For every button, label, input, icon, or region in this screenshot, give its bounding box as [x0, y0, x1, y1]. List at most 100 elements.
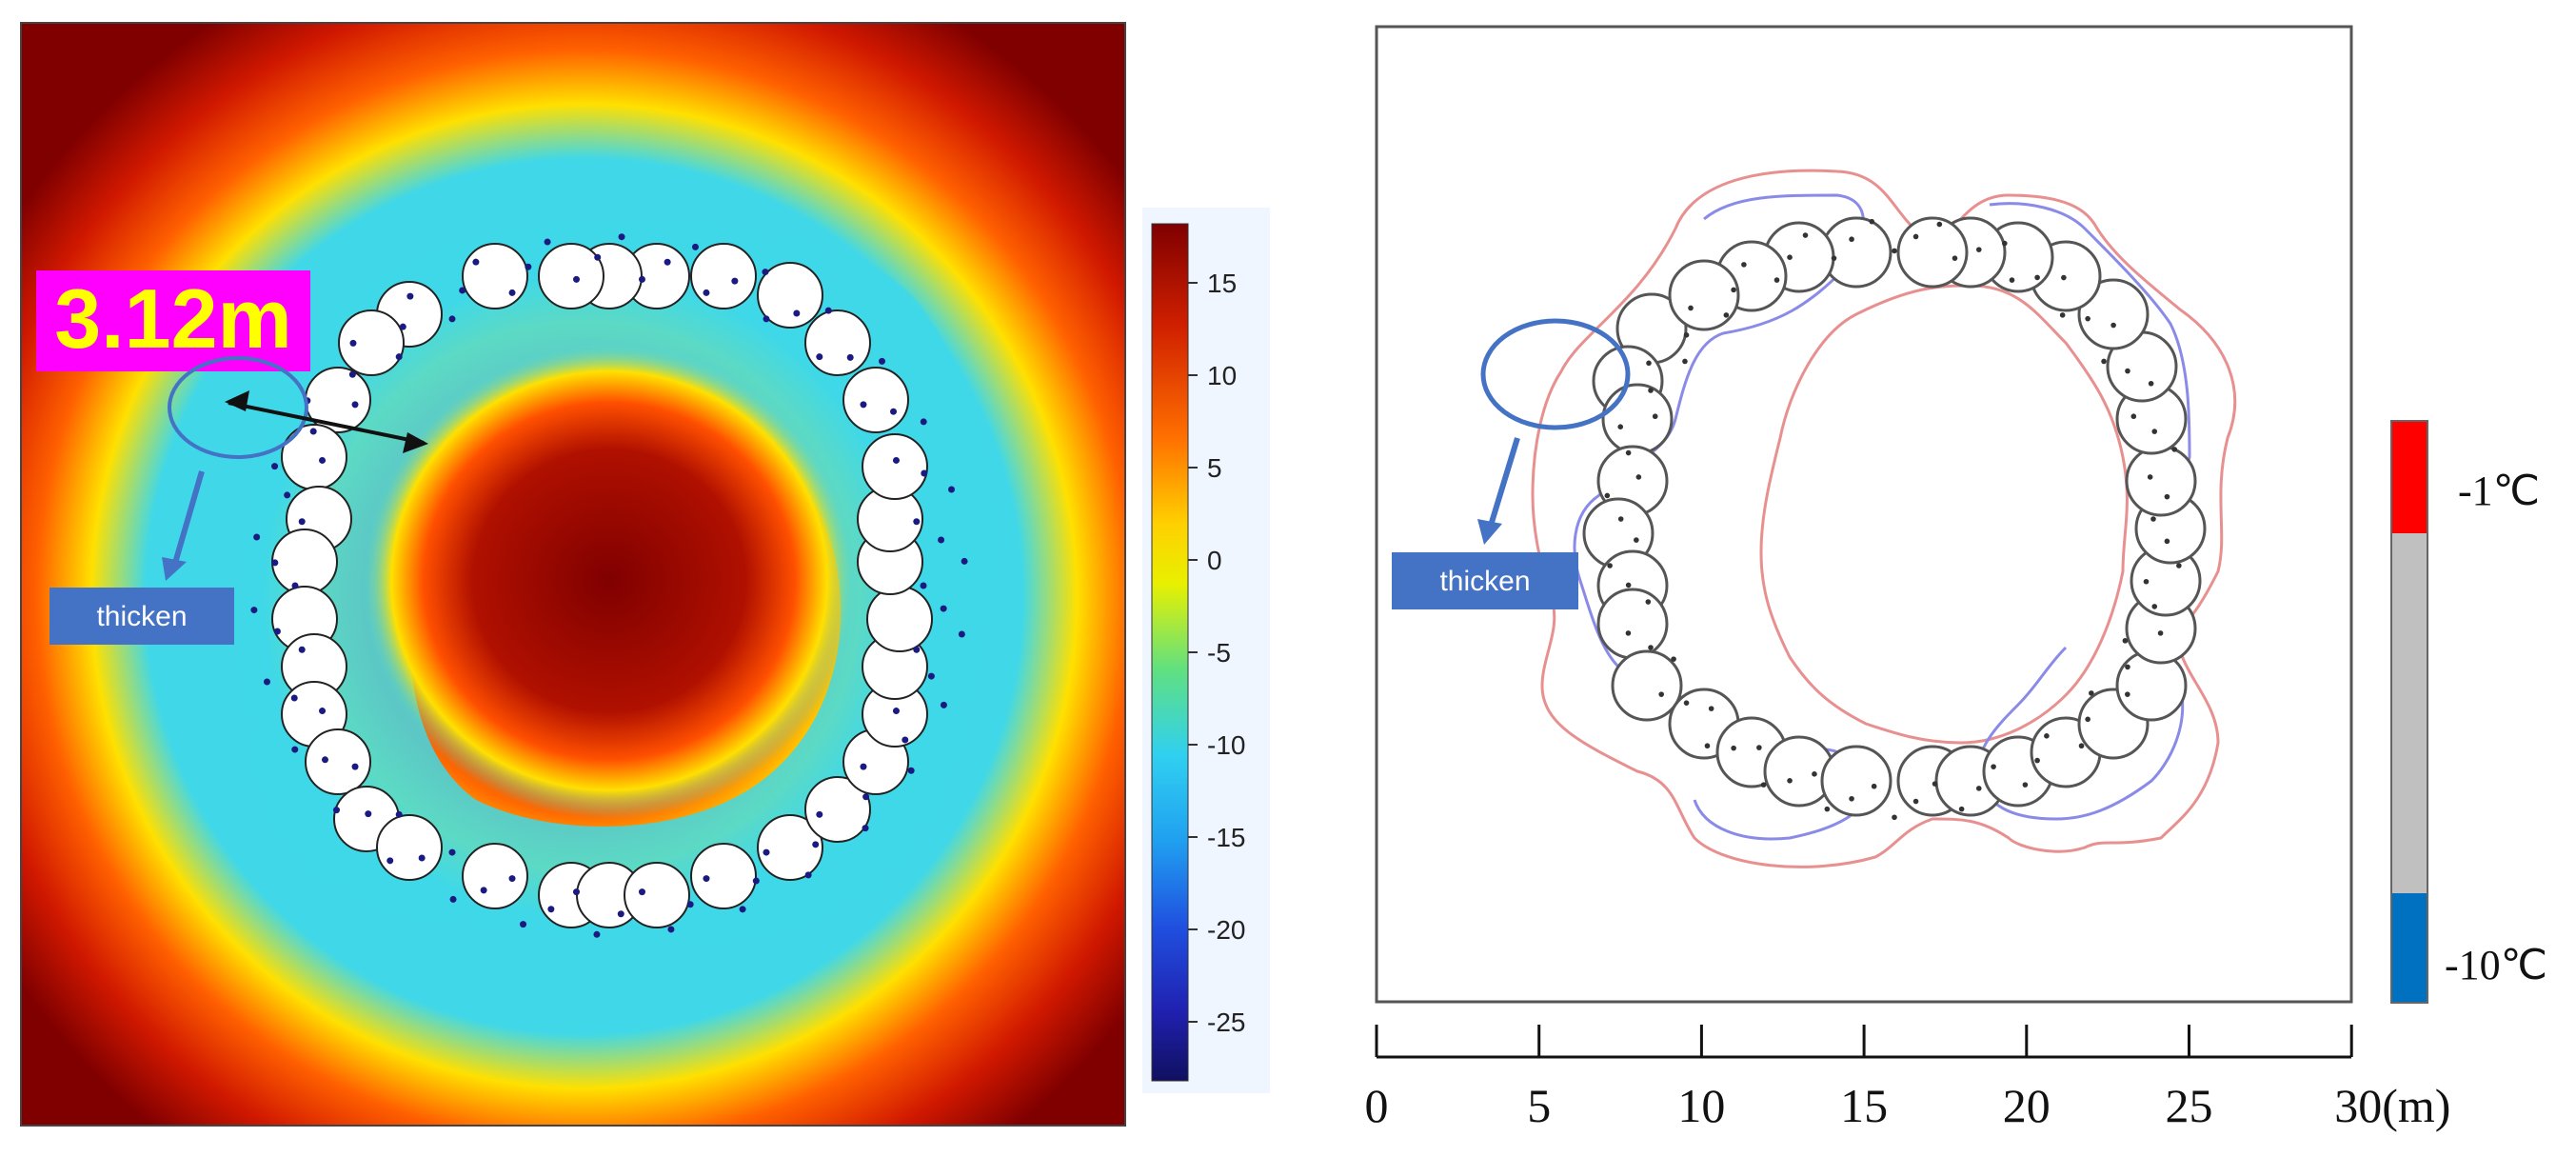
contour-dot	[1952, 255, 1958, 261]
freezing-pipe	[338, 309, 405, 376]
colorbar-tick-label: -5	[1207, 638, 1231, 668]
freezing-pipe	[690, 843, 757, 909]
freeze-dot	[508, 875, 516, 883]
legend-top-label: -1℃	[2458, 468, 2540, 514]
freeze-dot	[804, 871, 812, 879]
contour-dot	[1648, 645, 1654, 650]
callout-arrow-left-head	[162, 557, 187, 581]
contour-pipe	[1596, 588, 1669, 660]
callout-label-left: thicken	[96, 601, 187, 632]
contour-pipe	[1896, 216, 1969, 289]
contour-dot	[1932, 781, 1938, 787]
freeze-dot	[321, 756, 328, 764]
freeze-dot	[902, 736, 909, 744]
freeze-dot	[351, 401, 359, 409]
freezing-pipe	[866, 586, 933, 652]
measurement-arrow-head-right	[403, 432, 428, 453]
contour-inner-red	[1759, 284, 2129, 745]
legend-bottom-label: -10℃	[2445, 942, 2547, 988]
freeze-dot	[250, 607, 258, 614]
freeze-dot	[948, 486, 956, 493]
contour-dot	[2148, 380, 2154, 387]
contour-dot	[2125, 691, 2130, 697]
freeze-dot	[913, 646, 921, 653]
measurement-arrow	[228, 401, 425, 445]
freeze-dot	[638, 888, 645, 896]
freeze-dot	[459, 287, 466, 294]
contour-dot	[1704, 743, 1711, 749]
freeze-dot	[920, 418, 927, 426]
freeze-dot	[860, 401, 867, 409]
freeze-dot	[472, 258, 480, 266]
callout-arrow-right-head	[1477, 519, 1502, 545]
freeze-dot	[298, 518, 306, 526]
contour-dot	[2157, 630, 2164, 636]
freeze-dot	[892, 708, 900, 715]
contour-dot	[1912, 798, 1919, 805]
contour-dot	[1607, 563, 1613, 569]
colorbar-tick-label: 5	[1207, 453, 1222, 483]
contour-pipe	[1668, 259, 1740, 331]
freeze-dot	[525, 263, 532, 270]
freezing-pipe	[804, 309, 871, 376]
measurement-label-background	[36, 270, 310, 371]
contour-dot	[1658, 691, 1664, 697]
contour-dot	[1892, 814, 1897, 821]
contour-dot	[1723, 312, 1730, 318]
colorbar-tick-label: 15	[1207, 269, 1237, 298]
freeze-dot	[348, 370, 356, 378]
contour-dot	[1731, 745, 1736, 751]
contour-dot	[1936, 221, 1943, 228]
freeze-dot	[448, 848, 456, 856]
contour-dot	[1975, 786, 1982, 791]
contour-dot	[2151, 604, 2158, 609]
colorbar-gradient	[1151, 223, 1189, 1082]
contour-dot	[2151, 429, 2158, 434]
colorbar-tick-label: 0	[1207, 546, 1222, 575]
legend-gray-segment	[2391, 533, 2427, 893]
freeze-pipe-dots	[250, 233, 968, 938]
freezing-pipes	[271, 243, 933, 928]
contour-dot	[1991, 764, 1996, 769]
freeze-dot	[824, 307, 832, 314]
scale-tick-label: 5	[1527, 1079, 1551, 1132]
contour-dot	[2101, 358, 2107, 365]
contour-dot	[1787, 777, 1793, 784]
contour-dot	[2130, 413, 2137, 420]
freeze-dot	[386, 857, 394, 865]
contour-outer-red	[1531, 169, 2237, 868]
freeze-dot	[793, 309, 801, 317]
contour-dot	[2089, 690, 2094, 696]
freeze-dot	[332, 807, 340, 814]
freeze-dot	[351, 763, 359, 770]
freeze-dot	[271, 463, 279, 470]
scale-tick-label: 10	[1677, 1079, 1725, 1132]
freeze-dot	[862, 825, 869, 832]
freeze-dot	[816, 810, 823, 818]
right-callout: thicken	[1392, 318, 1631, 609]
freeze-dot	[448, 315, 456, 323]
colorbar-tick-label: -10	[1207, 730, 1245, 760]
contour-dot	[1625, 449, 1632, 456]
freezing-pipe	[271, 529, 338, 595]
freeze-dot	[449, 895, 457, 903]
contour-dot	[2085, 315, 2091, 322]
freeze-dot	[961, 557, 968, 565]
freeze-dot	[920, 582, 927, 589]
freeze-dot	[263, 678, 270, 686]
freeze-dot	[927, 672, 935, 680]
freeze-dot	[907, 767, 915, 774]
contour-dot	[2078, 743, 2085, 749]
freeze-dot	[520, 921, 527, 928]
freeze-dot	[703, 289, 710, 296]
scale-tick-label: 25	[2166, 1079, 2213, 1132]
freeze-dot	[762, 269, 769, 276]
freezing-pipe	[804, 776, 871, 843]
freeze-dot	[938, 536, 945, 544]
colorbar-tick-label: -15	[1207, 823, 1245, 852]
contour-dot	[2150, 516, 2156, 522]
freeze-dot	[862, 793, 870, 801]
freeze-dot	[395, 353, 403, 361]
contour-dot	[1756, 745, 1762, 750]
freezing-pipe	[690, 243, 757, 309]
